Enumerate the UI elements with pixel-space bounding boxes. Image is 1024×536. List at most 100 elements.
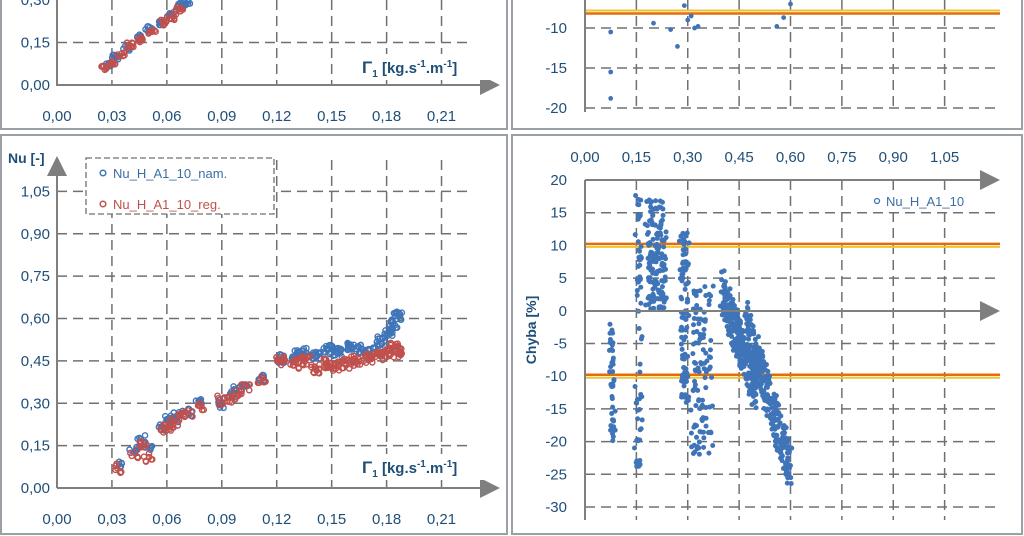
data-point [606, 347, 612, 353]
panel-bottom-left-frame [0, 134, 508, 535]
data-point [219, 400, 226, 408]
data-point [661, 244, 667, 250]
data-point [701, 326, 707, 332]
data-point [659, 199, 665, 205]
data-point [706, 354, 712, 360]
x-axis-label-bg [357, 54, 501, 80]
data-point [148, 456, 155, 463]
data-point [662, 253, 668, 259]
data-point [634, 292, 640, 298]
data-point [312, 354, 320, 361]
data-point [137, 33, 145, 41]
data-point [661, 299, 667, 305]
y-tick-label: -10 [545, 20, 567, 37]
data-point [686, 313, 692, 319]
data-point [137, 437, 145, 445]
data-point [769, 405, 775, 411]
y-tick-label: -15 [545, 401, 567, 418]
data-point [609, 327, 615, 333]
data-point [785, 475, 791, 481]
data-point [354, 343, 361, 350]
data-point [651, 280, 657, 286]
data-point [771, 433, 777, 439]
data-point [170, 424, 177, 431]
data-point [238, 390, 245, 398]
data-point [721, 301, 727, 307]
data-point [709, 374, 715, 380]
data-point [322, 342, 330, 350]
data-point [706, 298, 712, 304]
data-point [258, 372, 265, 380]
x-tick-label: 0,45 [725, 149, 754, 166]
data-point [742, 328, 748, 334]
data-point [707, 404, 713, 410]
data-point [763, 362, 769, 368]
x-tick-label: 0,30 [673, 149, 702, 166]
data-point [747, 317, 753, 323]
data-point [371, 349, 379, 357]
data-point [693, 403, 699, 409]
data-point [703, 292, 709, 298]
data-point [691, 424, 697, 430]
data-point [774, 24, 780, 29]
data-point [728, 327, 734, 333]
x-tick-label: 0,15 [317, 108, 346, 125]
data-point [172, 6, 180, 13]
data-point [635, 239, 641, 245]
y-tick-label: -20 [545, 100, 567, 117]
data-point [699, 402, 705, 408]
data-point [690, 351, 696, 357]
data-point [117, 469, 124, 476]
data-point [780, 465, 786, 471]
data-point [692, 382, 698, 388]
data-point [684, 378, 690, 384]
data-point [632, 232, 638, 238]
data-point [681, 356, 687, 362]
data-point [145, 29, 153, 37]
data-point [134, 453, 141, 461]
data-point [655, 287, 661, 293]
data-point [708, 429, 714, 435]
data-point [743, 314, 749, 320]
data-point [277, 361, 285, 369]
data-point [612, 408, 618, 414]
data-point [215, 401, 223, 409]
data-point [752, 398, 758, 404]
data-point [741, 334, 747, 340]
data-point [651, 305, 657, 311]
panel-top-right-frame [511, 0, 1023, 130]
data-point [662, 274, 668, 280]
data-point [655, 250, 661, 256]
x-tick-label: 0,75 [827, 149, 856, 166]
data-point [390, 309, 398, 317]
chart-top-right: -10 -15 -20 [545, 0, 1000, 117]
data-point [637, 262, 643, 268]
data-point [374, 333, 381, 340]
data-point [776, 410, 782, 416]
x-tick-label: 0,15 [622, 149, 651, 166]
data-point [273, 354, 280, 361]
data-point [774, 447, 780, 453]
data-point [668, 27, 674, 32]
data-point [768, 411, 774, 417]
data-point [731, 328, 737, 334]
data-point [659, 284, 665, 290]
data-point [745, 306, 751, 312]
data-point [232, 387, 239, 394]
data-point [195, 402, 203, 409]
legend-entry-reg: Nu_H_A1_10_reg. [113, 197, 221, 212]
data-point [778, 441, 784, 447]
data-point [648, 249, 654, 255]
data-point [675, 44, 680, 49]
y-tick-label: 0,45 [21, 353, 50, 370]
data-point [701, 366, 707, 372]
data-point [608, 69, 614, 75]
data-point [320, 355, 328, 363]
data-point [753, 363, 759, 369]
data-point [633, 192, 639, 198]
data-point [695, 24, 701, 29]
data-point [679, 334, 685, 340]
data-point [697, 288, 703, 294]
data-point [730, 297, 736, 303]
data-point [659, 289, 665, 295]
